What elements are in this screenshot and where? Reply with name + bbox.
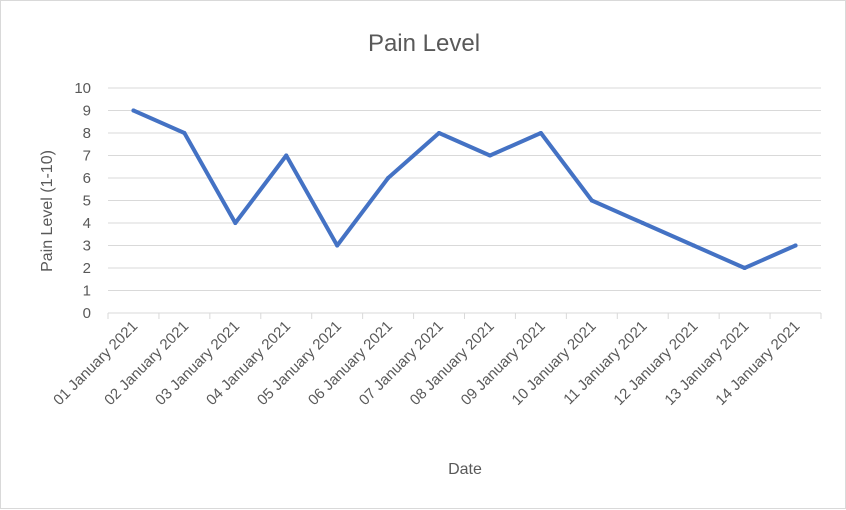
x-tick-label: 01 January 2021 <box>50 318 141 409</box>
data-point <box>284 153 289 158</box>
data-point <box>233 221 238 225</box>
chart-title: Pain Level <box>368 30 480 57</box>
data-point <box>640 221 645 225</box>
y-tick-label: 4 <box>83 215 91 232</box>
gridlines <box>108 87 821 314</box>
y-tick-label: 7 <box>83 148 91 165</box>
data-point <box>793 243 798 248</box>
data-point <box>182 131 187 135</box>
y-tick-label: 8 <box>83 125 91 142</box>
data-point <box>691 243 696 248</box>
y-tick-label: 9 <box>83 103 91 120</box>
series-group <box>131 108 798 270</box>
series-line <box>131 108 798 270</box>
data-point <box>487 153 492 158</box>
data-point <box>742 266 747 270</box>
data-point <box>589 198 594 203</box>
x-axis-title: Date <box>448 461 482 478</box>
y-tick-label: 3 <box>83 238 91 255</box>
data-point <box>335 243 340 248</box>
data-point <box>538 131 543 135</box>
data-point <box>386 176 391 180</box>
y-tick-label: 10 <box>74 80 91 97</box>
y-tick-label: 1 <box>83 283 91 300</box>
data-point <box>131 108 136 113</box>
y-axis-title: Pain Level (1-10) <box>39 150 56 272</box>
y-tick-label: 5 <box>83 193 91 210</box>
y-tick-label: 2 <box>83 260 91 277</box>
y-tick-label: 6 <box>83 170 91 187</box>
y-tick-label: 0 <box>83 305 91 322</box>
y-axis-ticks: 0 1 2 3 4 5 6 7 8 9 10 <box>74 80 91 322</box>
data-point <box>437 131 442 135</box>
